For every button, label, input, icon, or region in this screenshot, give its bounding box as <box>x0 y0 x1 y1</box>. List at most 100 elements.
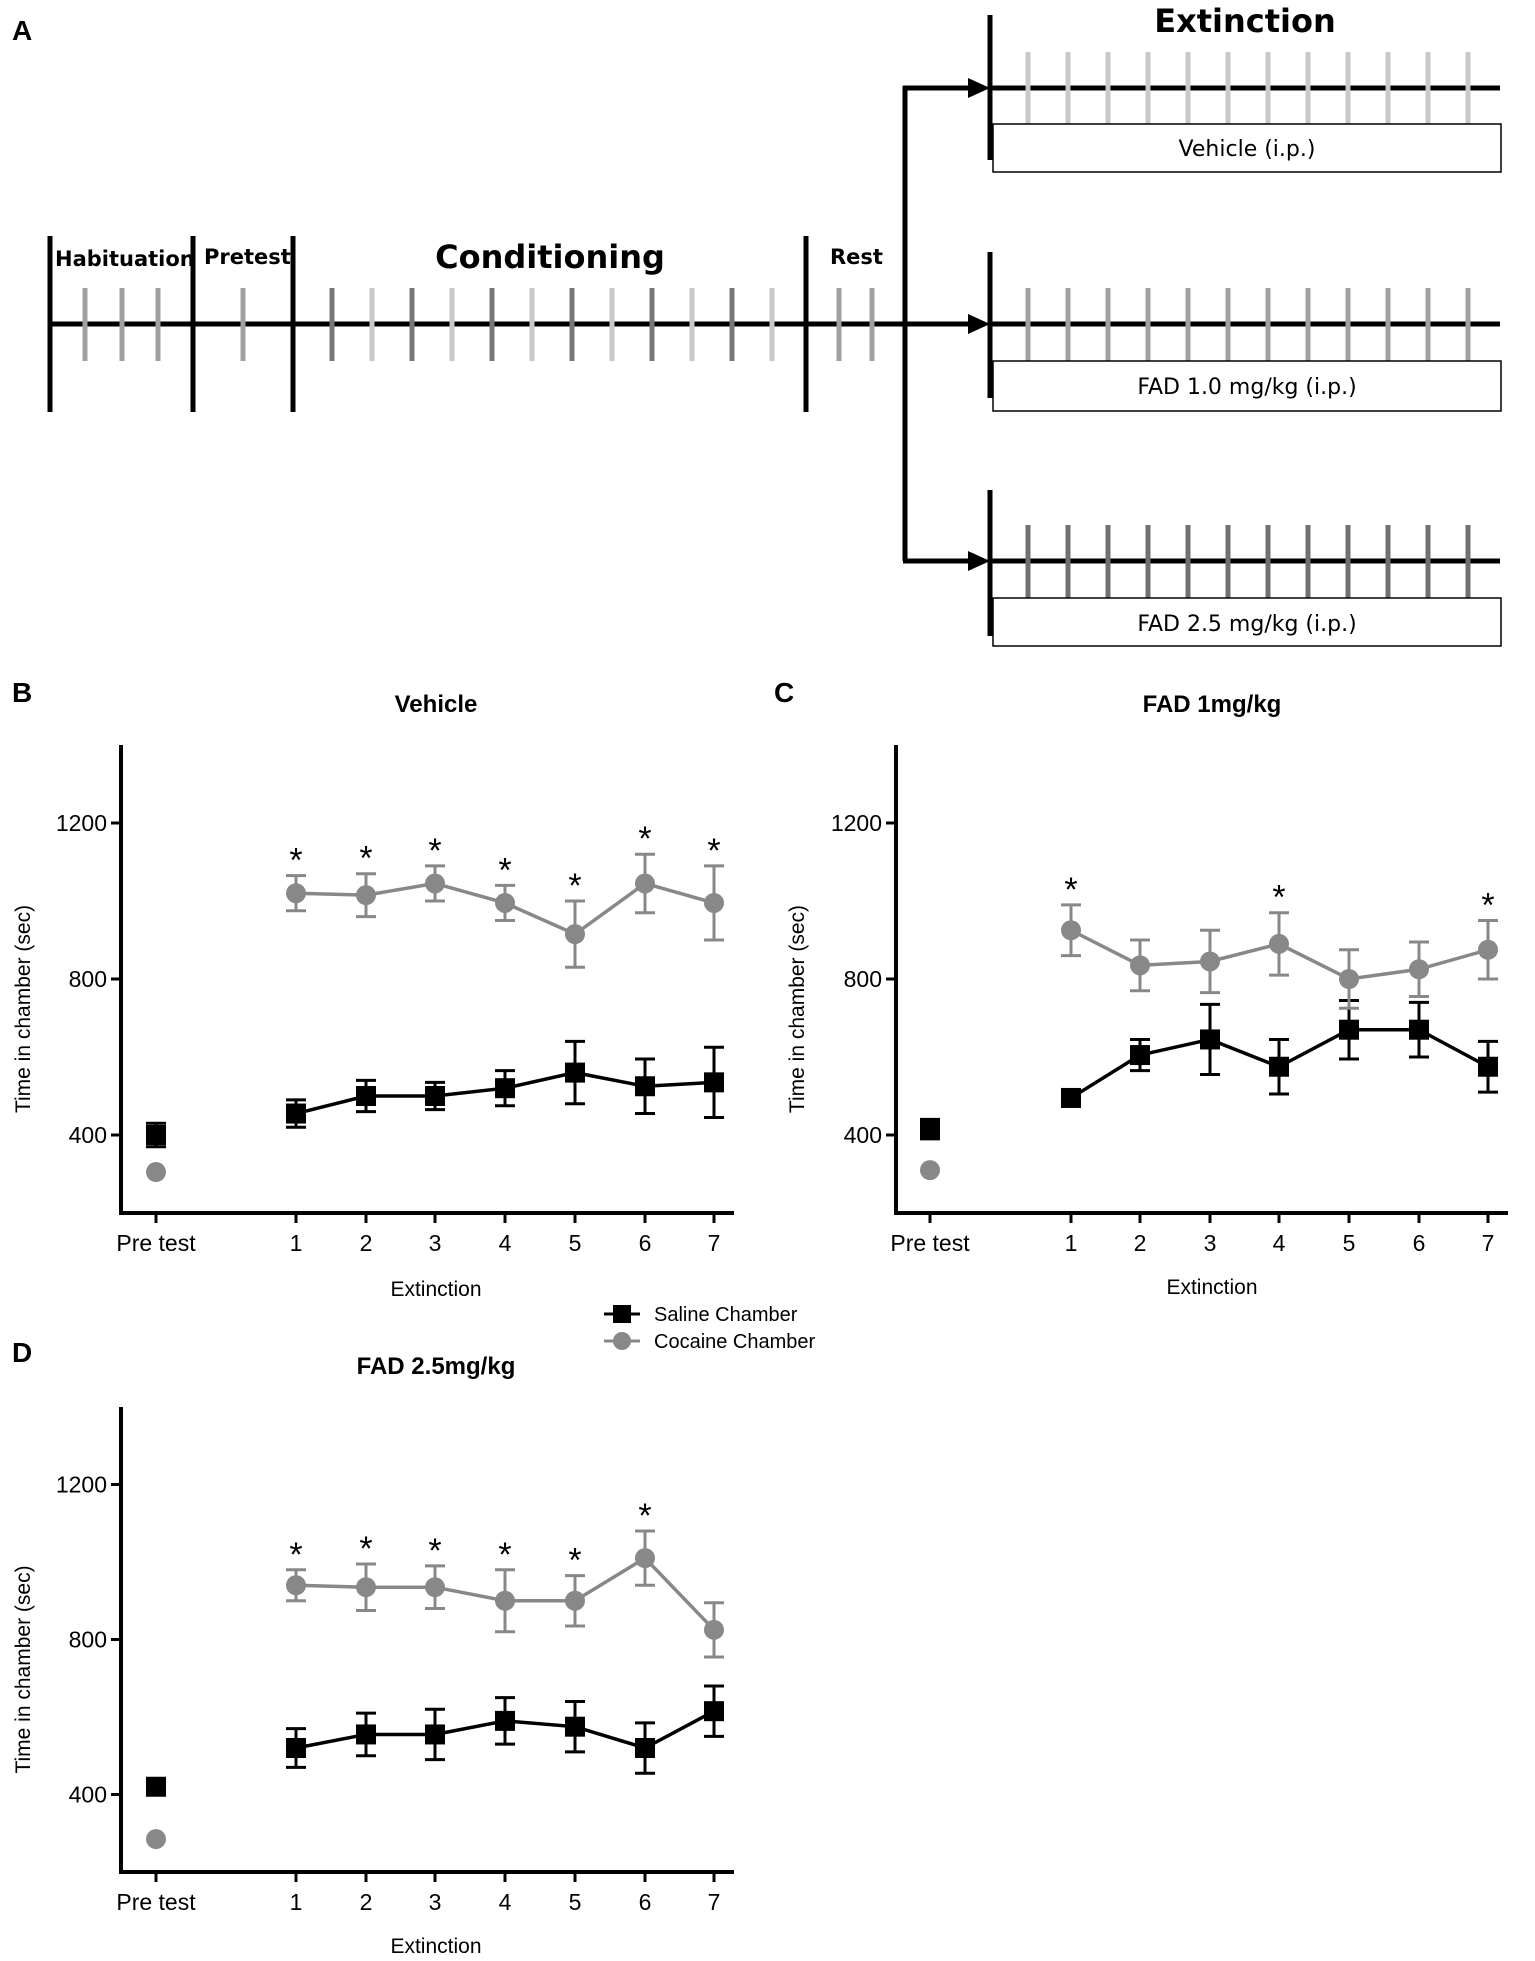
data-point-saline <box>286 1738 306 1758</box>
x-tick-label: 3 <box>429 1889 442 1915</box>
data-point-cocaine <box>704 892 724 913</box>
significance-star: * <box>568 1542 581 1580</box>
data-point-saline <box>1409 1019 1429 1040</box>
data-point-cocaine <box>565 924 585 945</box>
data-point-saline <box>146 1125 166 1145</box>
habituation-label: Habituation <box>55 247 195 271</box>
significance-star: * <box>289 1536 302 1574</box>
data-point-cocaine <box>495 892 515 913</box>
x-tick-label: 2 <box>1134 1230 1147 1256</box>
chart-fad-1mg: FAD 1mg/kg 400 800 1200 Pre test 1 2 3 4 5 6 7 Extin… <box>786 691 1508 1299</box>
branch-fad-2-5: FAD 2.5 mg/kg (i.p.) <box>987 490 1502 647</box>
extinction-label: Extinction <box>1154 2 1336 40</box>
data-point-saline <box>1269 1056 1289 1077</box>
significance-star: * <box>1064 871 1077 909</box>
significance-star: * <box>498 851 511 889</box>
x-tick-label: 5 <box>1343 1230 1356 1256</box>
y-axis-label: Time in chamber (sec) <box>12 905 35 1113</box>
data-point-cocaine <box>1130 955 1150 976</box>
data-point-saline <box>565 1716 585 1737</box>
x-tick-label: Pre test <box>116 1230 196 1256</box>
chart-title: Vehicle <box>395 691 478 718</box>
x-tick-label: 5 <box>569 1889 582 1915</box>
x-tick-label: 6 <box>639 1230 652 1256</box>
chart-fad-2-5mg: FAD 2.5mg/kg 400 800 1200 Pre test 1 2 3 4 5 6 7 Ext… <box>12 1353 734 1958</box>
habituation-ticks <box>82 288 161 361</box>
chart-title: FAD 2.5mg/kg <box>357 1353 516 1380</box>
data-point-cocaine <box>146 1162 166 1183</box>
y-tick-label: 1200 <box>831 810 882 836</box>
legend: Saline Chamber Cocaine Chamber <box>604 1304 816 1353</box>
legend-saline-label: Saline Chamber <box>654 1304 798 1326</box>
data-point-cocaine <box>286 1575 306 1596</box>
y-tick-label: 1200 <box>56 810 107 836</box>
significance-star: * <box>289 842 302 880</box>
x-tick-label: 1 <box>290 1889 303 1915</box>
data-point-cocaine <box>1339 969 1359 989</box>
data-point-saline <box>286 1103 306 1124</box>
data-point-cocaine <box>1061 920 1081 941</box>
data-point-cocaine <box>1269 933 1289 954</box>
chart-vehicle: Vehicle 400 800 1200 Pre test 1 2 3 4 5 6 7 Extincti… <box>12 691 734 1301</box>
y-tick-label: 400 <box>844 1122 882 1148</box>
significance-star: * <box>359 1530 372 1568</box>
chart-title: FAD 1mg/kg <box>1143 691 1282 718</box>
y-tick-label: 400 <box>69 1122 107 1148</box>
y-axis-label: Time in chamber (sec) <box>786 905 809 1113</box>
data-point-saline <box>635 1738 655 1758</box>
x-tick-label: 3 <box>429 1230 442 1256</box>
data-point-saline <box>1339 1019 1359 1040</box>
significance-star: * <box>428 1532 441 1570</box>
data-point-saline <box>1200 1029 1220 1050</box>
y-tick-label: 1200 <box>56 1472 107 1498</box>
conditioning-ticks <box>329 288 775 361</box>
data-point-saline <box>356 1724 376 1745</box>
data-point-cocaine <box>565 1590 585 1611</box>
timeline-panel: A <box>12 2 1502 647</box>
significance-star: * <box>428 832 441 870</box>
panel-letter-d: D <box>12 1337 32 1368</box>
data-point-cocaine <box>635 1548 655 1569</box>
data-point-saline <box>425 1724 445 1745</box>
branch-fad-2-5-label: FAD 2.5 mg/kg (i.p.) <box>1137 612 1356 637</box>
significance-star: * <box>638 820 651 858</box>
x-tick-label: 2 <box>360 1889 373 1915</box>
data-point-cocaine <box>286 883 306 904</box>
series-saline <box>146 1039 724 1149</box>
data-point-saline <box>704 1701 724 1722</box>
data-point-saline <box>1130 1045 1150 1066</box>
data-point-saline <box>704 1072 724 1093</box>
y-axis-label: Time in chamber (sec) <box>12 1565 35 1773</box>
data-point-cocaine <box>1200 951 1220 972</box>
y-tick-label: 800 <box>69 966 107 992</box>
x-tick-label: 4 <box>499 1230 512 1256</box>
significance-star: * <box>498 1536 511 1574</box>
x-tick-label: 4 <box>1273 1230 1286 1256</box>
branch-vehicle: Vehicle (i.p.) <box>987 15 1502 173</box>
series-saline <box>920 998 1498 1141</box>
data-point-saline <box>146 1776 166 1797</box>
x-tick-label: 7 <box>1482 1230 1495 1256</box>
branch-vehicle-label: Vehicle (i.p.) <box>1179 137 1316 162</box>
branch-fad-1: FAD 1.0 mg/kg (i.p.) <box>987 252 1502 412</box>
data-point-saline <box>635 1076 655 1097</box>
data-point-cocaine <box>1478 939 1498 960</box>
branch-arrow-3-head <box>968 551 990 571</box>
series-cocaine <box>146 852 724 1183</box>
x-tick-label: 6 <box>639 1889 652 1915</box>
panel-letter-a: A <box>12 15 32 46</box>
data-point-saline <box>920 1119 940 1140</box>
branch-fad-1-label: FAD 1.0 mg/kg (i.p.) <box>1137 375 1356 400</box>
x-tick-label: 1 <box>290 1230 303 1256</box>
panel-letter-b: B <box>12 677 32 708</box>
x-axis-label: Extinction <box>390 1935 481 1958</box>
y-tick-label: 800 <box>844 966 882 992</box>
rest-ticks <box>836 288 875 361</box>
x-tick-label: 4 <box>499 1889 512 1915</box>
x-tick-label: Pre test <box>116 1889 196 1915</box>
conditioning-label: Conditioning <box>435 238 665 276</box>
x-tick-label: 3 <box>1204 1230 1217 1256</box>
x-axis-label: Extinction <box>390 1278 481 1301</box>
panel-letter-c: C <box>774 677 794 708</box>
data-point-cocaine <box>146 1829 166 1850</box>
